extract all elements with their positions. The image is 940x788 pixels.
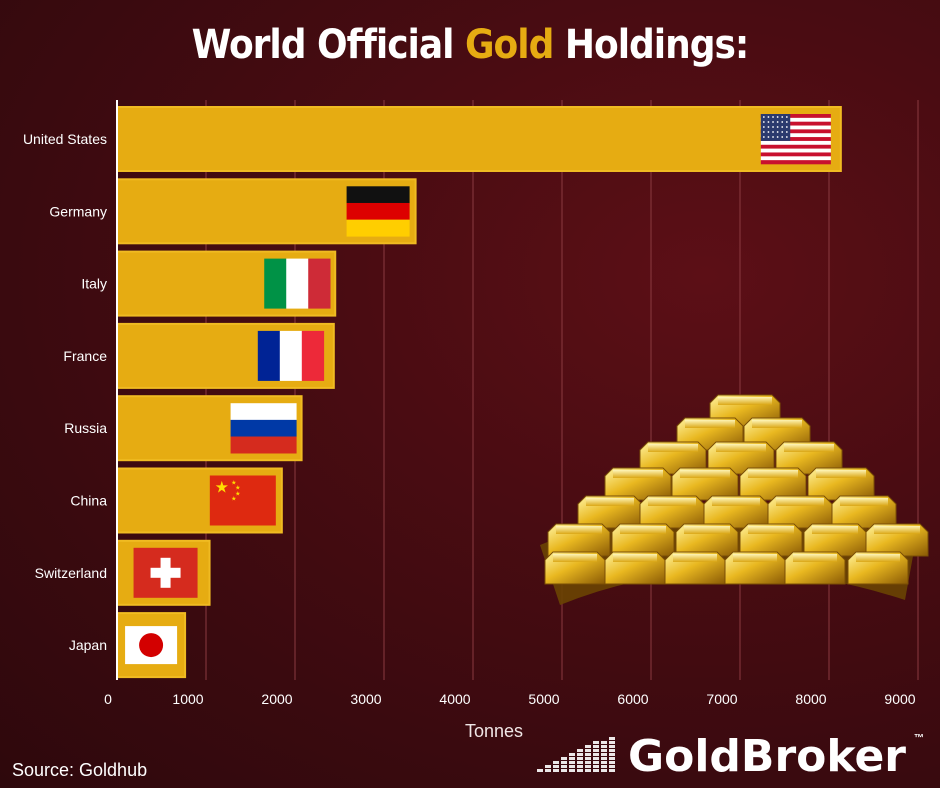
japan-flag-icon bbox=[125, 626, 178, 665]
x-tick-label: 6000 bbox=[617, 691, 648, 707]
x-tick-label: 2000 bbox=[261, 691, 292, 707]
title-highlight: Gold bbox=[465, 22, 554, 68]
x-tick-label: 4000 bbox=[439, 691, 470, 707]
russia-flag-icon bbox=[230, 403, 297, 454]
svg-text:★: ★ bbox=[231, 496, 236, 503]
category-label: Russia bbox=[64, 420, 107, 436]
x-tick-label: 9000 bbox=[884, 691, 915, 707]
category-label: France bbox=[63, 348, 107, 364]
germany-flag-icon bbox=[346, 186, 410, 237]
category-labels: United States Germany Italy France Russia Chi… bbox=[23, 131, 107, 653]
svg-text:★: ★ bbox=[235, 491, 240, 498]
title-part2: Holdings: bbox=[553, 22, 749, 68]
china-flag-icon: ★ ★★★★ bbox=[209, 475, 276, 526]
logo-tm: ™ bbox=[914, 733, 924, 744]
x-tick-label: 0 bbox=[104, 691, 112, 707]
source-note: Source: Goldhub bbox=[12, 760, 148, 780]
category-label: Switzerland bbox=[35, 565, 107, 581]
x-tick-label: 1000 bbox=[172, 691, 203, 707]
tick-labels: 0 1000 2000 3000 4000 5000 6000 7000 8000 9000 bbox=[104, 691, 916, 707]
category-label: Italy bbox=[81, 276, 107, 292]
bars bbox=[116, 106, 842, 679]
x-tick-label: 8000 bbox=[795, 691, 826, 707]
france-flag-icon bbox=[257, 330, 325, 381]
svg-text:★: ★ bbox=[235, 485, 240, 492]
x-tick-label: 7000 bbox=[706, 691, 737, 707]
category-label: China bbox=[70, 493, 107, 509]
category-label: Japan bbox=[69, 637, 107, 653]
logo-text: GoldBroker bbox=[628, 731, 907, 782]
flags: ★ ★★★★ bbox=[125, 114, 831, 665]
goldbroker-logo: GoldBroker ™ bbox=[535, 731, 930, 782]
svg-text:★: ★ bbox=[231, 480, 236, 487]
bar bbox=[116, 106, 842, 172]
us-flag-icon bbox=[760, 114, 831, 165]
italy-flag-icon bbox=[264, 258, 331, 309]
title-part1: World Official bbox=[191, 22, 465, 68]
x-tick-label: 5000 bbox=[528, 691, 559, 707]
x-tick-label: 3000 bbox=[350, 691, 381, 707]
x-axis-label: Tonnes bbox=[465, 721, 524, 741]
signal-bars-icon bbox=[537, 737, 615, 772]
category-label: United States bbox=[23, 131, 107, 147]
svg-text:★: ★ bbox=[215, 480, 229, 497]
category-label: Germany bbox=[49, 203, 107, 219]
chart-title: World Official Gold Holdings: bbox=[0, 22, 940, 68]
gold-bars-illustration bbox=[540, 394, 929, 605]
switzerland-flag-icon bbox=[133, 547, 198, 598]
